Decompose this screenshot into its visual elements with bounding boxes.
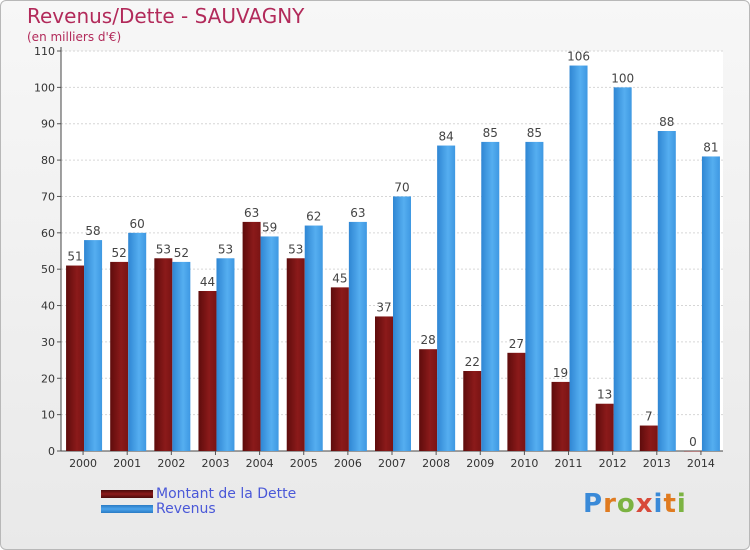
bar-dette [286, 258, 305, 451]
x-tick-label: 2009 [466, 457, 494, 470]
y-tick-label: 70 [41, 190, 55, 203]
bar-dette [419, 349, 438, 451]
bar-revenus [481, 141, 500, 451]
data-label-revenus: 85 [483, 126, 498, 140]
x-tick-label: 2002 [157, 457, 185, 470]
data-label-dette: 52 [112, 246, 127, 260]
x-tick-label: 2013 [643, 457, 671, 470]
data-label-revenus: 70 [394, 180, 409, 194]
bar-dette [551, 381, 570, 451]
data-label-dette: 0 [689, 435, 697, 449]
x-tick-label: 2001 [113, 457, 141, 470]
data-label-revenus: 59 [262, 220, 277, 234]
data-label-dette: 28 [420, 333, 435, 347]
data-label-revenus: 81 [703, 140, 718, 154]
y-tick-label: 60 [41, 227, 55, 240]
bar-dette [463, 371, 482, 451]
x-tick-label: 2010 [510, 457, 538, 470]
bar-chart: 0102030405060708090100110515820005260200… [34, 45, 723, 470]
chart-title: Revenus/Dette - SAUVAGNY [27, 4, 305, 28]
y-tick-label: 30 [41, 336, 55, 349]
legend: Montant de la Dette Revenus [101, 486, 421, 517]
y-tick-label: 90 [41, 118, 55, 131]
data-label-revenus: 106 [567, 50, 590, 64]
bar-revenus [260, 236, 279, 451]
bar-dette [198, 291, 217, 451]
legend-swatch-revenus [101, 505, 153, 513]
bar-dette [242, 221, 261, 451]
proxiti-logo: Proxiti [583, 489, 687, 519]
legend-label-revenus: Revenus [156, 501, 216, 517]
y-tick-label: 0 [48, 445, 55, 458]
data-label-dette: 27 [509, 337, 524, 351]
y-tick-label: 100 [34, 81, 55, 94]
legend-label-dette: Montant de la Dette [156, 486, 297, 502]
data-label-dette: 37 [376, 300, 391, 314]
bar-dette [375, 316, 393, 451]
data-label-revenus: 84 [438, 130, 453, 144]
data-label-revenus: 62 [306, 210, 321, 224]
data-label-dette: 13 [597, 388, 612, 402]
bar-dette [154, 258, 173, 451]
bar-revenus [84, 240, 103, 451]
bar-dette [507, 352, 526, 451]
data-label-revenus: 85 [527, 126, 542, 140]
x-tick-label: 2014 [687, 457, 715, 470]
data-label-dette: 45 [332, 271, 347, 285]
y-tick-label: 50 [41, 263, 55, 276]
bar-revenus [437, 145, 456, 451]
bar-dette [66, 265, 85, 451]
data-label-revenus: 88 [659, 115, 674, 129]
chart-subtitle: (en milliers d'€) [27, 30, 122, 44]
data-label-dette: 51 [67, 250, 82, 264]
bar-revenus [525, 141, 544, 451]
y-tick-label: 40 [41, 300, 55, 313]
bar-dette [110, 261, 129, 451]
x-tick-label: 2006 [334, 457, 362, 470]
bar-dette [683, 451, 702, 452]
data-label-dette: 53 [156, 242, 171, 256]
bar-revenus [613, 87, 632, 451]
data-label-dette: 63 [244, 206, 259, 220]
data-label-revenus: 52 [174, 246, 189, 260]
legend-item-dette: Montant de la Dette [101, 486, 421, 502]
bar-revenus [216, 258, 235, 451]
bar-revenus [569, 65, 588, 451]
data-label-dette: 22 [465, 355, 480, 369]
data-label-dette: 19 [553, 366, 568, 380]
data-label-dette: 7 [645, 410, 653, 424]
bar-dette [330, 287, 349, 451]
data-label-revenus: 53 [218, 242, 233, 256]
data-label-revenus: 60 [130, 217, 145, 231]
y-tick-label: 10 [41, 409, 55, 422]
data-label-dette: 44 [200, 275, 215, 289]
x-tick-label: 2005 [290, 457, 318, 470]
data-label-revenus: 100 [611, 71, 634, 85]
legend-item-revenus: Revenus [101, 501, 421, 517]
bar-revenus [172, 261, 191, 451]
data-label-revenus: 63 [350, 206, 365, 220]
x-tick-label: 2003 [201, 457, 229, 470]
bar-dette [639, 425, 658, 451]
legend-swatch-dette [101, 490, 153, 498]
bar-revenus [304, 225, 323, 451]
data-label-revenus: 58 [85, 224, 100, 238]
x-tick-label: 2011 [555, 457, 583, 470]
y-tick-label: 110 [34, 45, 55, 58]
bar-dette [595, 403, 614, 451]
data-label-dette: 53 [288, 242, 303, 256]
bar-revenus [701, 156, 720, 452]
y-tick-label: 20 [41, 372, 55, 385]
bar-revenus [393, 196, 411, 451]
x-tick-label: 2004 [246, 457, 274, 470]
y-tick-label: 80 [41, 154, 55, 167]
bar-revenus [128, 232, 147, 451]
x-tick-label: 2012 [599, 457, 627, 470]
x-tick-label: 2008 [422, 457, 450, 470]
x-tick-label: 2000 [69, 457, 97, 470]
bar-revenus [657, 131, 676, 451]
x-tick-label: 2007 [378, 457, 406, 470]
bar-revenus [348, 221, 367, 451]
